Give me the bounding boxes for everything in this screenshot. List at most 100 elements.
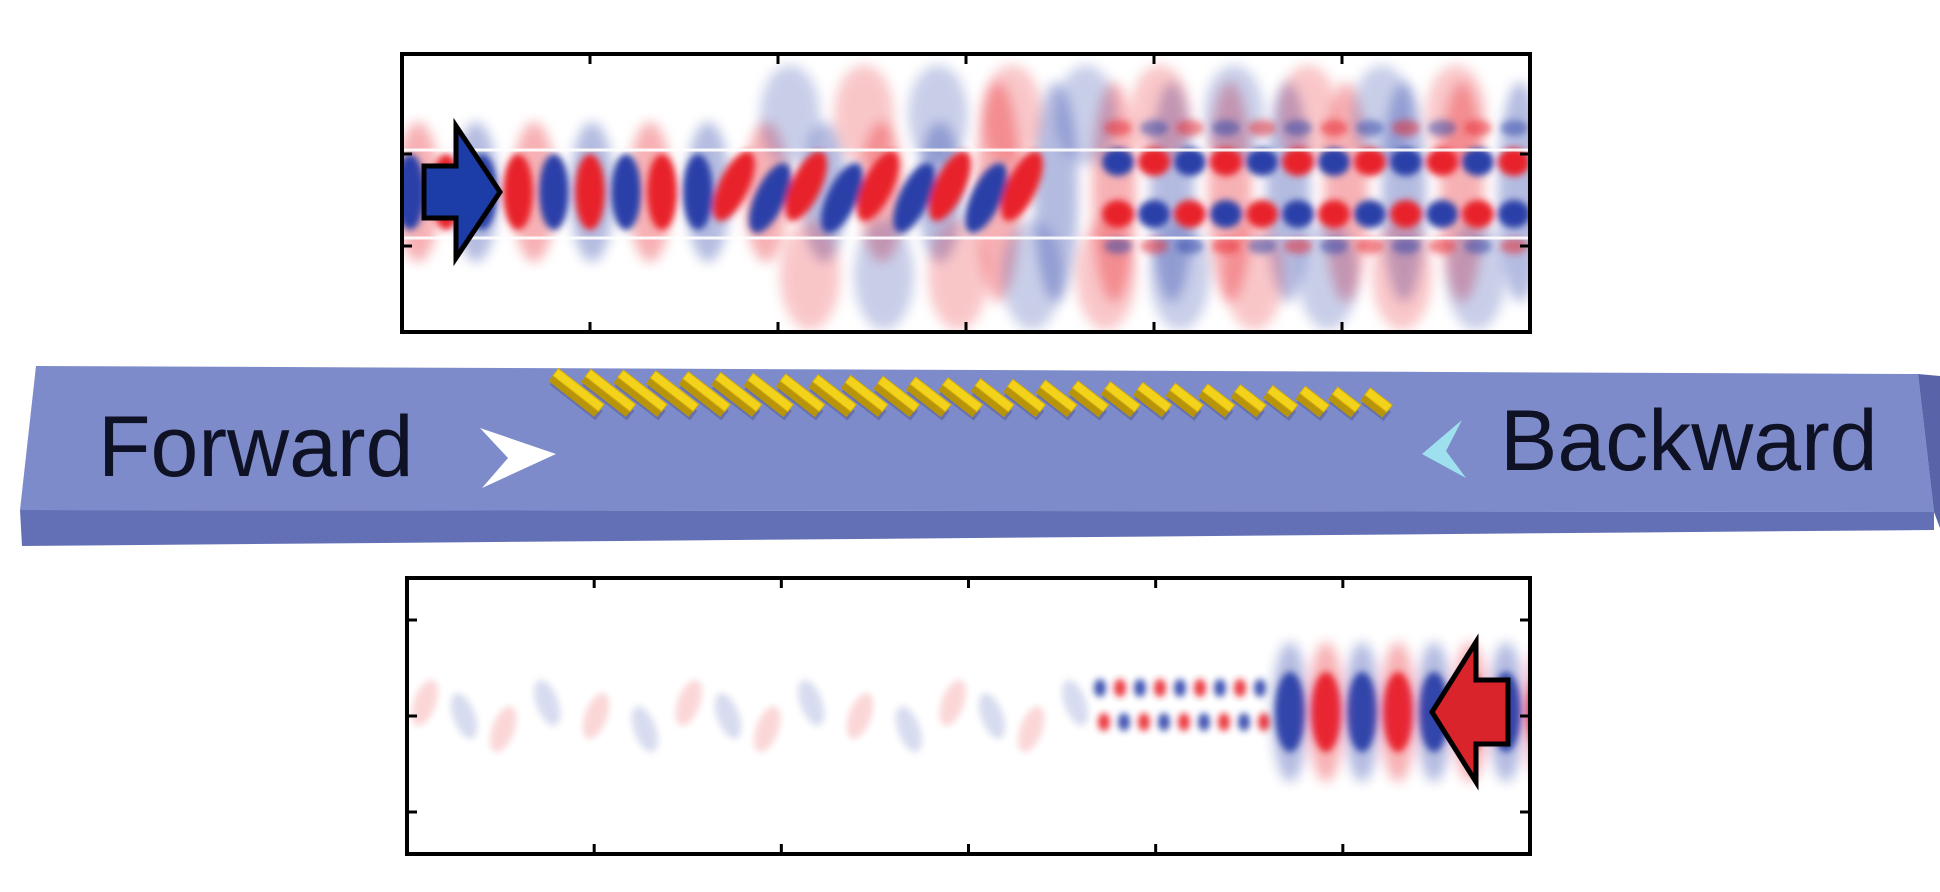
field-lobe bbox=[760, 65, 820, 165]
field-lobe bbox=[1426, 65, 1486, 165]
antenna-bar bbox=[970, 377, 1015, 421]
field-lobe bbox=[402, 154, 425, 230]
field-lobe bbox=[1238, 713, 1250, 731]
field-lobe bbox=[1056, 65, 1116, 165]
field-lobe bbox=[1212, 238, 1240, 254]
field-lobe bbox=[1140, 238, 1168, 254]
antenna-bar bbox=[1295, 385, 1330, 422]
antenna-bar bbox=[1360, 387, 1393, 422]
field-lobe bbox=[411, 679, 438, 726]
field-lobe bbox=[1140, 120, 1168, 136]
antenna-bar bbox=[1165, 382, 1204, 421]
field-lobe bbox=[1254, 679, 1266, 697]
field-lobe bbox=[1464, 238, 1492, 254]
field-lobe bbox=[1248, 120, 1276, 136]
forward-field-pattern bbox=[402, 65, 1530, 330]
field-lobe bbox=[1194, 679, 1206, 697]
field-lobe bbox=[1210, 148, 1242, 176]
antenna-bar bbox=[1262, 384, 1299, 421]
field-lobe bbox=[1320, 238, 1348, 254]
field-lobe bbox=[1018, 706, 1045, 753]
field-lobe bbox=[1282, 148, 1314, 176]
field-lobe bbox=[1392, 238, 1420, 254]
field-lobe bbox=[714, 693, 742, 739]
field-lobe bbox=[1212, 120, 1240, 136]
field-lobe bbox=[647, 154, 677, 230]
field-lobe bbox=[1352, 65, 1412, 165]
field-lobe bbox=[978, 693, 1006, 739]
field-lobe bbox=[1392, 120, 1420, 136]
waveguide: Forward Backward bbox=[20, 366, 1940, 546]
field-lobe bbox=[1284, 238, 1312, 254]
field-lobe bbox=[1500, 120, 1528, 136]
field-lobe bbox=[1114, 679, 1126, 697]
field-lobe bbox=[1234, 679, 1246, 697]
field-lobe bbox=[1210, 200, 1242, 228]
antenna-bar bbox=[678, 370, 731, 421]
field-lobe bbox=[1284, 120, 1312, 136]
field-lobe bbox=[1178, 713, 1190, 731]
field-lobe bbox=[1272, 642, 1308, 782]
field-lobe bbox=[1462, 148, 1494, 176]
antenna-bar bbox=[548, 367, 605, 421]
field-lobe bbox=[1158, 713, 1170, 731]
field-lobe bbox=[1282, 200, 1314, 228]
field-lobe bbox=[780, 220, 840, 330]
antenna-bar bbox=[743, 372, 794, 421]
field-lobe bbox=[1174, 200, 1206, 228]
antenna-bar bbox=[1230, 384, 1267, 421]
field-lobe bbox=[1278, 65, 1338, 165]
field-lobe bbox=[1246, 200, 1278, 228]
antenna-bar bbox=[1133, 381, 1173, 421]
field-lobe bbox=[1138, 713, 1150, 731]
field-lobe bbox=[1318, 148, 1350, 176]
field-lobe bbox=[1174, 148, 1206, 176]
field-lobe bbox=[1174, 679, 1186, 697]
field-lobe bbox=[1104, 238, 1132, 254]
field-lobe bbox=[1176, 238, 1204, 254]
field-lobe bbox=[784, 150, 828, 222]
field-lobe bbox=[1426, 148, 1458, 176]
field-lobe bbox=[1094, 679, 1106, 697]
field-lobe bbox=[539, 154, 569, 230]
field-lobe bbox=[1104, 120, 1132, 136]
field-lobe bbox=[892, 162, 936, 234]
field-lobe bbox=[1138, 200, 1170, 228]
field-lobe bbox=[1500, 238, 1528, 254]
field-lobe bbox=[1344, 642, 1380, 782]
field-lobe bbox=[798, 679, 825, 726]
field-lobe bbox=[1426, 200, 1458, 228]
antenna-bar bbox=[581, 368, 637, 421]
field-lobe bbox=[582, 693, 610, 739]
field-lobe bbox=[1138, 148, 1170, 176]
backward-panel-ticks bbox=[407, 578, 1530, 854]
backward-field-panel bbox=[405, 576, 1532, 856]
field-lobe bbox=[928, 150, 972, 222]
field-lobe bbox=[1154, 679, 1166, 697]
field-lobe bbox=[1356, 120, 1384, 136]
field-lobe bbox=[712, 150, 756, 222]
backward-arrow-icon bbox=[1422, 420, 1466, 478]
field-lobe bbox=[1062, 679, 1089, 726]
field-lobe bbox=[982, 65, 1042, 165]
field-lobe bbox=[1002, 220, 1062, 330]
forward-label: Forward bbox=[98, 399, 413, 495]
field-lobe bbox=[1354, 148, 1386, 176]
field-lobe bbox=[534, 679, 561, 726]
field-lobe bbox=[1102, 148, 1134, 176]
field-lobe bbox=[1000, 150, 1044, 222]
antenna-bar bbox=[1068, 380, 1110, 421]
field-lobe bbox=[1498, 200, 1530, 228]
right-arrow-icon bbox=[421, 117, 504, 267]
field-lobe bbox=[1176, 120, 1204, 136]
field-lobe bbox=[856, 150, 900, 222]
field-lobe bbox=[1102, 200, 1134, 228]
field-lobe bbox=[1462, 200, 1494, 228]
waveguide-right-face bbox=[1918, 374, 1940, 528]
field-lobe bbox=[450, 693, 478, 739]
forward-arrow-icon bbox=[480, 428, 556, 488]
left-arrow-icon bbox=[1429, 633, 1511, 791]
field-lobe bbox=[503, 154, 533, 230]
field-lobe bbox=[1198, 713, 1210, 731]
